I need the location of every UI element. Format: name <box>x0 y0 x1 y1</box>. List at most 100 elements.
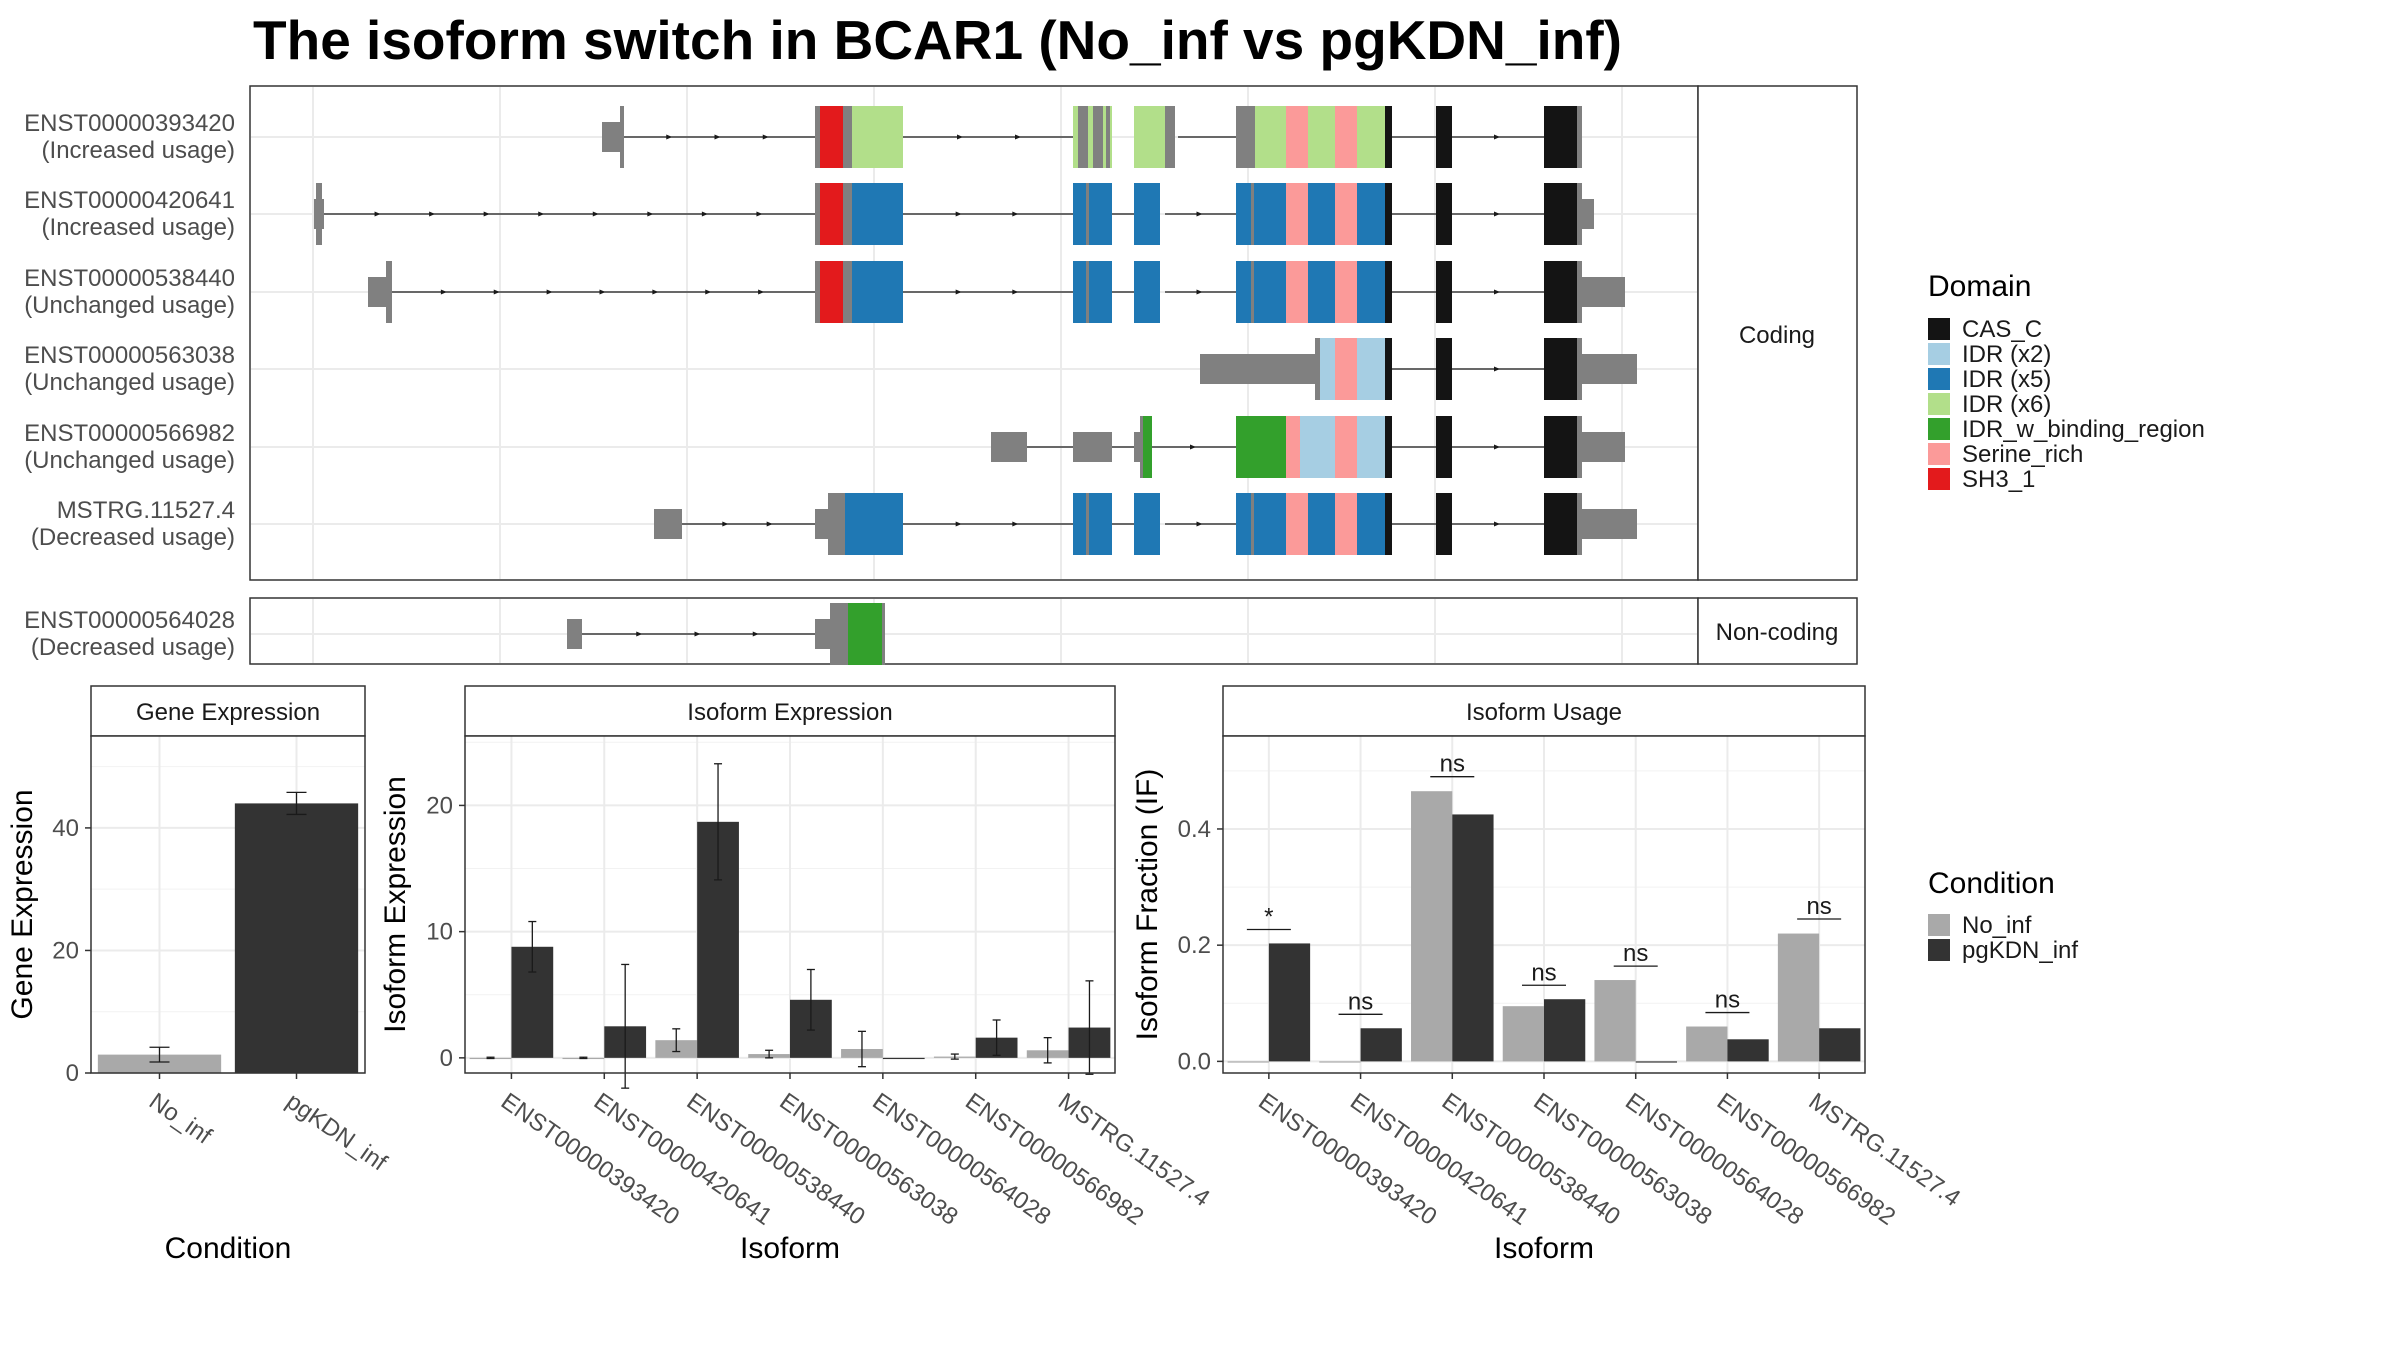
exon-segment <box>1165 106 1175 168</box>
exon-segment <box>1385 338 1392 400</box>
y-axis-title: Gene Expression <box>6 789 39 1019</box>
exon-segment <box>1134 432 1140 462</box>
exon-segment <box>1086 261 1089 323</box>
intron-arrow <box>1012 289 1019 295</box>
exon-segment <box>1335 183 1357 245</box>
exon-segment <box>1200 354 1315 384</box>
exon-segment <box>1385 183 1392 245</box>
bar <box>234 803 359 1073</box>
exon-segment <box>1308 183 1335 245</box>
exon-segment <box>1300 416 1335 478</box>
intron-arrow <box>652 289 659 295</box>
exon-segment <box>815 106 820 168</box>
exon-segment <box>1086 493 1089 555</box>
bar <box>1319 1061 1361 1063</box>
legend-domain-label: CAS_C <box>1962 316 2042 343</box>
intron-arrow <box>374 211 381 217</box>
bar <box>97 1054 222 1073</box>
exon-segment <box>1335 338 1357 400</box>
exon-segment <box>1073 493 1112 555</box>
exon-segment <box>1357 106 1385 168</box>
exon-segment <box>602 122 622 152</box>
isoform-row-label: ENST00000393420 <box>24 110 235 137</box>
intron-arrow <box>493 289 500 295</box>
bar <box>1686 1026 1728 1062</box>
intron-arrow <box>714 134 721 140</box>
legend-domain-label: IDR_w_binding_region <box>1962 416 2205 443</box>
exon-segment <box>1357 261 1385 323</box>
exon-segment <box>1255 106 1286 168</box>
intron-arrow <box>1494 366 1500 372</box>
exon-segment <box>1236 106 1255 168</box>
exon-segment <box>1134 183 1160 245</box>
legend-condition-label: No_inf <box>1962 912 2032 939</box>
x-axis-title: Isoform <box>1494 1232 1594 1265</box>
exon-segment <box>1436 493 1452 555</box>
isoform-usage-label: (Increased usage) <box>42 137 235 164</box>
exon-segment <box>368 277 388 307</box>
legend-condition-label: pgKDN_inf <box>1962 937 2078 964</box>
exon-segment <box>1577 106 1582 168</box>
legend-domain-label: Serine_rich <box>1962 441 2083 468</box>
exon-segment <box>1255 493 1286 555</box>
y-axis-title: Isoform Expression <box>379 776 412 1033</box>
exon-segment <box>1577 261 1582 323</box>
exon-segment <box>1251 183 1254 245</box>
intron-arrow <box>1196 211 1203 217</box>
exon-segment <box>1143 416 1152 478</box>
bar <box>1635 1061 1677 1063</box>
exon-segment <box>820 106 843 168</box>
bar <box>1594 980 1636 1062</box>
bar <box>1727 1039 1769 1062</box>
exon-segment <box>1308 106 1335 168</box>
exon-segment <box>1286 261 1308 323</box>
exon-segment <box>1255 183 1286 245</box>
intron-arrow <box>1494 521 1500 527</box>
exon-segment <box>1436 338 1452 400</box>
x-tick-label: MSTRG.11527.4 <box>1804 1088 1966 1212</box>
bar <box>1502 1006 1544 1062</box>
bar <box>1360 1028 1402 1062</box>
exon-segment <box>1577 416 1582 478</box>
exon-segment <box>848 603 882 665</box>
exon-segment <box>1385 106 1392 168</box>
panel-strip-label: Gene Expression <box>136 699 320 726</box>
x-tick-label: No_inf <box>144 1088 217 1150</box>
exon-segment <box>1251 261 1254 323</box>
significance-label: ns <box>1531 959 1556 986</box>
significance-label: ns <box>1806 893 1831 920</box>
significance-label: ns <box>1715 987 1740 1014</box>
intron-arrow <box>666 134 673 140</box>
exon-segment <box>1093 106 1103 168</box>
intron-arrow <box>722 521 729 527</box>
significance-label: ns <box>1623 940 1648 967</box>
legend-condition-title: Condition <box>1928 867 2055 900</box>
exon-segment <box>1236 493 1255 555</box>
exon-segment <box>815 509 828 539</box>
exon-segment <box>1320 338 1335 400</box>
bar <box>1268 943 1311 1062</box>
intron-arrow <box>1494 211 1500 217</box>
significance-label: ns <box>1440 751 1465 778</box>
legend-domain-swatch <box>1928 343 1950 365</box>
y-tick-label: 20 <box>52 937 79 964</box>
exon-segment <box>1335 416 1357 478</box>
y-tick-label: 0.0 <box>1178 1048 1211 1075</box>
exon-segment <box>852 261 903 323</box>
y-tick-label: 0 <box>440 1045 453 1072</box>
legend-domain-swatch <box>1928 443 1950 465</box>
exon-segment <box>1073 183 1112 245</box>
panel-border <box>90 735 366 1074</box>
legend-domain-label: IDR (x5) <box>1962 366 2051 393</box>
exon-segment <box>1134 106 1165 168</box>
isoform-usage-label: (Unchanged usage) <box>24 369 235 396</box>
isoform-row-label: ENST00000420641 <box>24 187 235 214</box>
intron-arrow <box>1190 444 1196 450</box>
isoform-usage-label: (Increased usage) <box>42 214 235 241</box>
exon-segment <box>1286 416 1300 478</box>
exon-segment <box>830 603 848 665</box>
exon-segment <box>1308 261 1335 323</box>
isoform-row-label: ENST00000538440 <box>24 265 235 292</box>
y-tick-label: 10 <box>426 919 453 946</box>
intron-arrow <box>1012 521 1019 527</box>
